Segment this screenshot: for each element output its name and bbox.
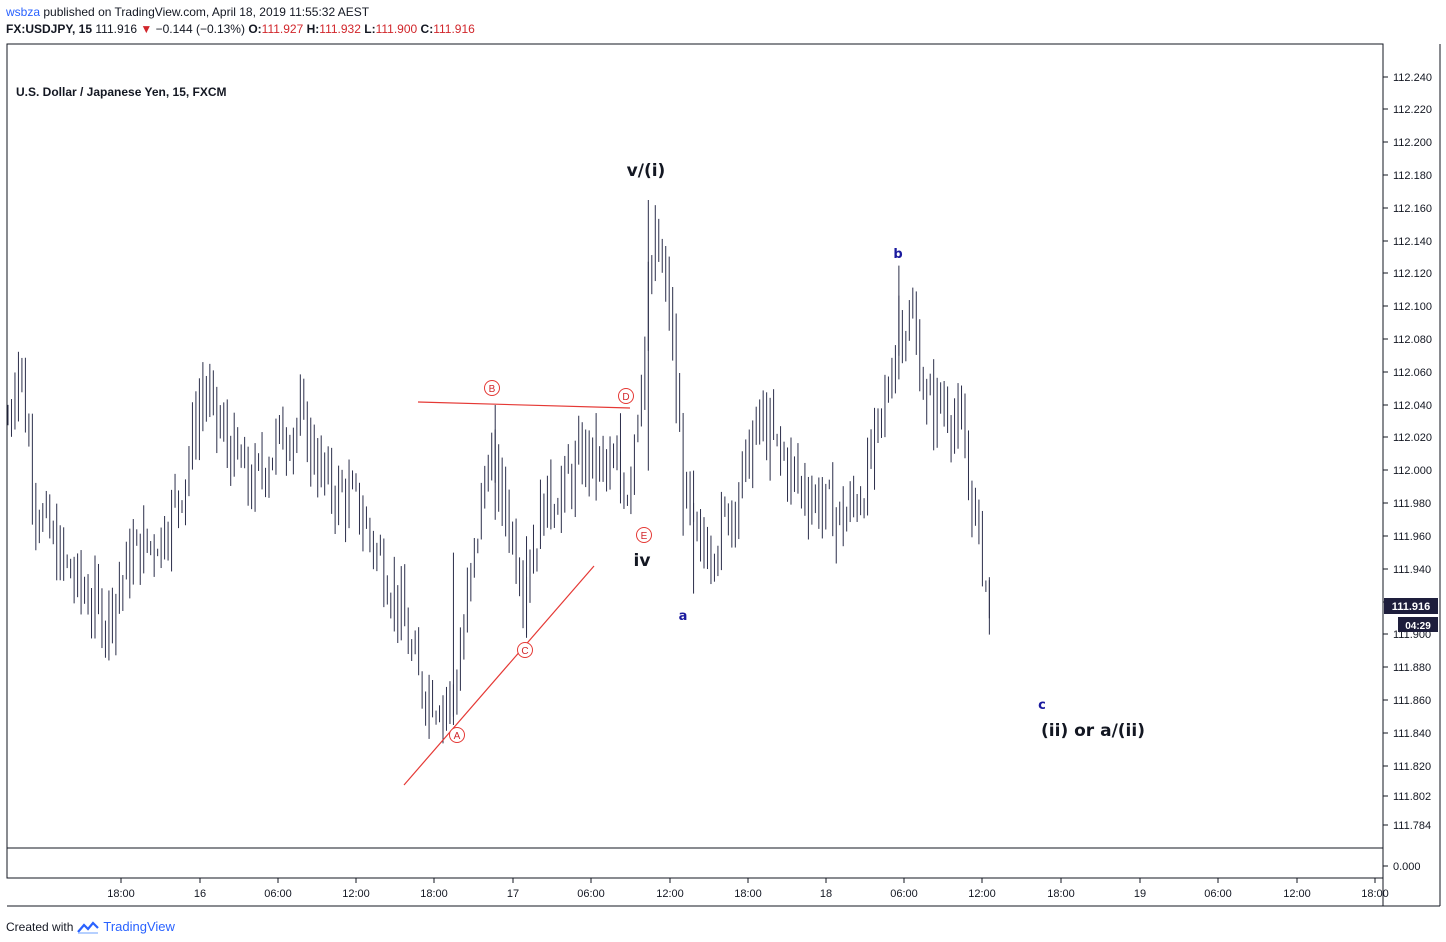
wave-label-ii: (ii) or a/(ii) — [1041, 721, 1145, 741]
open-value: 111.927 — [261, 22, 304, 36]
volume-axis-label: 0.000 — [1393, 861, 1421, 873]
chart-title: U.S. Dollar / Japanese Yen, 15, FXCM — [16, 85, 227, 99]
open-label: O: — [248, 22, 262, 36]
price-axis-label: 111.940 — [1393, 564, 1431, 576]
tradingview-brand[interactable]: TradingView — [103, 919, 175, 934]
time-axis-label: 19 — [1134, 888, 1146, 900]
publish-line: wsbza published on TradingView.com, Apri… — [6, 4, 475, 21]
price-axis-label: 112.240 — [1393, 72, 1432, 84]
price-axis-label: 112.100 — [1393, 301, 1432, 313]
author-link[interactable]: wsbza — [6, 5, 41, 19]
price-axis-label: 112.140 — [1393, 236, 1432, 248]
time-axis-label: 18:00 — [1361, 888, 1389, 900]
last-price-text: 111.916 — [95, 22, 137, 36]
triangle-point-c: C — [517, 642, 533, 658]
triangle-upper-trendline[interactable] — [417, 401, 631, 409]
price-axis-label: 111.784 — [1393, 820, 1431, 832]
price-axis-label: 112.020 — [1393, 432, 1432, 444]
close-label: C: — [420, 22, 434, 36]
publish-text: published on TradingView.com, April 18, … — [43, 5, 370, 19]
price-axis-label: 111.840 — [1393, 728, 1431, 740]
time-axis-label: 18 — [820, 888, 832, 900]
time-axis-label: 06:00 — [890, 888, 918, 900]
time-axis-label: 06:00 — [577, 888, 605, 900]
time-axis-label: 12:00 — [342, 888, 370, 900]
triangle-lower-trendline[interactable] — [403, 565, 595, 786]
time-axis-label: 12:00 — [1283, 888, 1311, 900]
ohlc-line: FX:USDJPY, 15 111.916 ▼ −0.144 (−0.13%) … — [6, 21, 475, 38]
price-axis-label: 112.220 — [1393, 104, 1432, 116]
wave-label-v-i: v/(i) — [627, 161, 666, 181]
time-axis-label: 18:00 — [1047, 888, 1075, 900]
time-axis-label: 18:00 — [107, 888, 135, 900]
countdown-text: 04:29 — [1405, 621, 1431, 632]
price-axis-label: 111.860 — [1393, 695, 1431, 707]
triangle-point-d: D — [618, 388, 634, 404]
triangle-point-b: B — [484, 380, 500, 396]
time-axis[interactable]: 18:00 16 06:00 12:00 18:00 17 06:00 12:00 18:00 1… — [107, 878, 1389, 900]
price-axis-label: 112.040 — [1393, 400, 1432, 412]
price-axis-label: 111.980 — [1393, 498, 1431, 510]
price-axis-label: 112.200 — [1393, 137, 1432, 149]
wave-label-iv: iv — [634, 551, 651, 571]
time-axis-label: 06:00 — [264, 888, 292, 900]
high-label: H: — [306, 22, 320, 36]
tradingview-logo-icon — [77, 920, 100, 934]
price-axis-label: 111.960 — [1393, 531, 1431, 543]
triangle-label-d: D — [622, 392, 629, 403]
price-axis-label: 112.180 — [1393, 170, 1432, 182]
time-axis-label: 12:00 — [968, 888, 996, 900]
price-axis-label: 111.820 — [1393, 761, 1431, 773]
price-axis-label: 112.080 — [1393, 334, 1432, 346]
price-axis-label: 111.802 — [1393, 791, 1431, 803]
bar-countdown-tag: 04:29 — [1398, 617, 1438, 632]
last-price-tag: 111.916 — [1384, 598, 1438, 614]
last-price-tag-text: 111.916 — [1392, 601, 1431, 613]
price-axis-label: 112.160 — [1393, 203, 1432, 215]
created-with-text: Created with — [6, 919, 74, 934]
wave-label-b: b — [893, 247, 902, 262]
triangle-label-a: A — [454, 731, 461, 742]
triangle-point-e: E — [636, 527, 652, 543]
time-axis-label: 16 — [194, 888, 206, 900]
low-label: L: — [364, 22, 376, 36]
time-axis-label: 06:00 — [1204, 888, 1232, 900]
price-axis-label: 111.880 — [1393, 662, 1431, 674]
price-axis[interactable]: 112.240 112.220 112.200 112.180 112.160 112.1… — [1383, 72, 1432, 832]
main-pane-frame — [6, 43, 1384, 849]
price-axis-label: 112.000 — [1393, 465, 1432, 477]
publish-header: wsbza published on TradingView.com, Apri… — [6, 4, 475, 38]
footer: Created with TradingView — [6, 919, 175, 934]
time-axis-label: 18:00 — [734, 888, 762, 900]
ohlc-bars — [7, 200, 990, 744]
volume-pane-frame — [6, 847, 1384, 879]
price-axis-label: 112.060 — [1393, 367, 1432, 379]
down-arrow-icon: ▼ — [140, 22, 153, 36]
triangle-point-a: A — [449, 727, 465, 743]
change-text: −0.144 (−0.13%) — [155, 22, 245, 36]
triangle-label-e: E — [641, 531, 648, 542]
time-axis-label: 18:00 — [420, 888, 448, 900]
wave-label-a: a — [679, 609, 688, 624]
time-axis-label: 12:00 — [656, 888, 684, 900]
triangle-label-b: B — [489, 384, 496, 395]
high-value: 111.932 — [319, 22, 361, 36]
wave-label-c: c — [1038, 698, 1046, 713]
close-value: 111.916 — [433, 22, 475, 36]
price-axis-label: 112.120 — [1393, 268, 1432, 280]
time-axis-label: 17 — [507, 888, 519, 900]
symbol-label: FX:USDJPY, 15 — [6, 22, 93, 36]
triangle-label-c: C — [521, 646, 528, 657]
low-value: 111.900 — [375, 22, 418, 36]
